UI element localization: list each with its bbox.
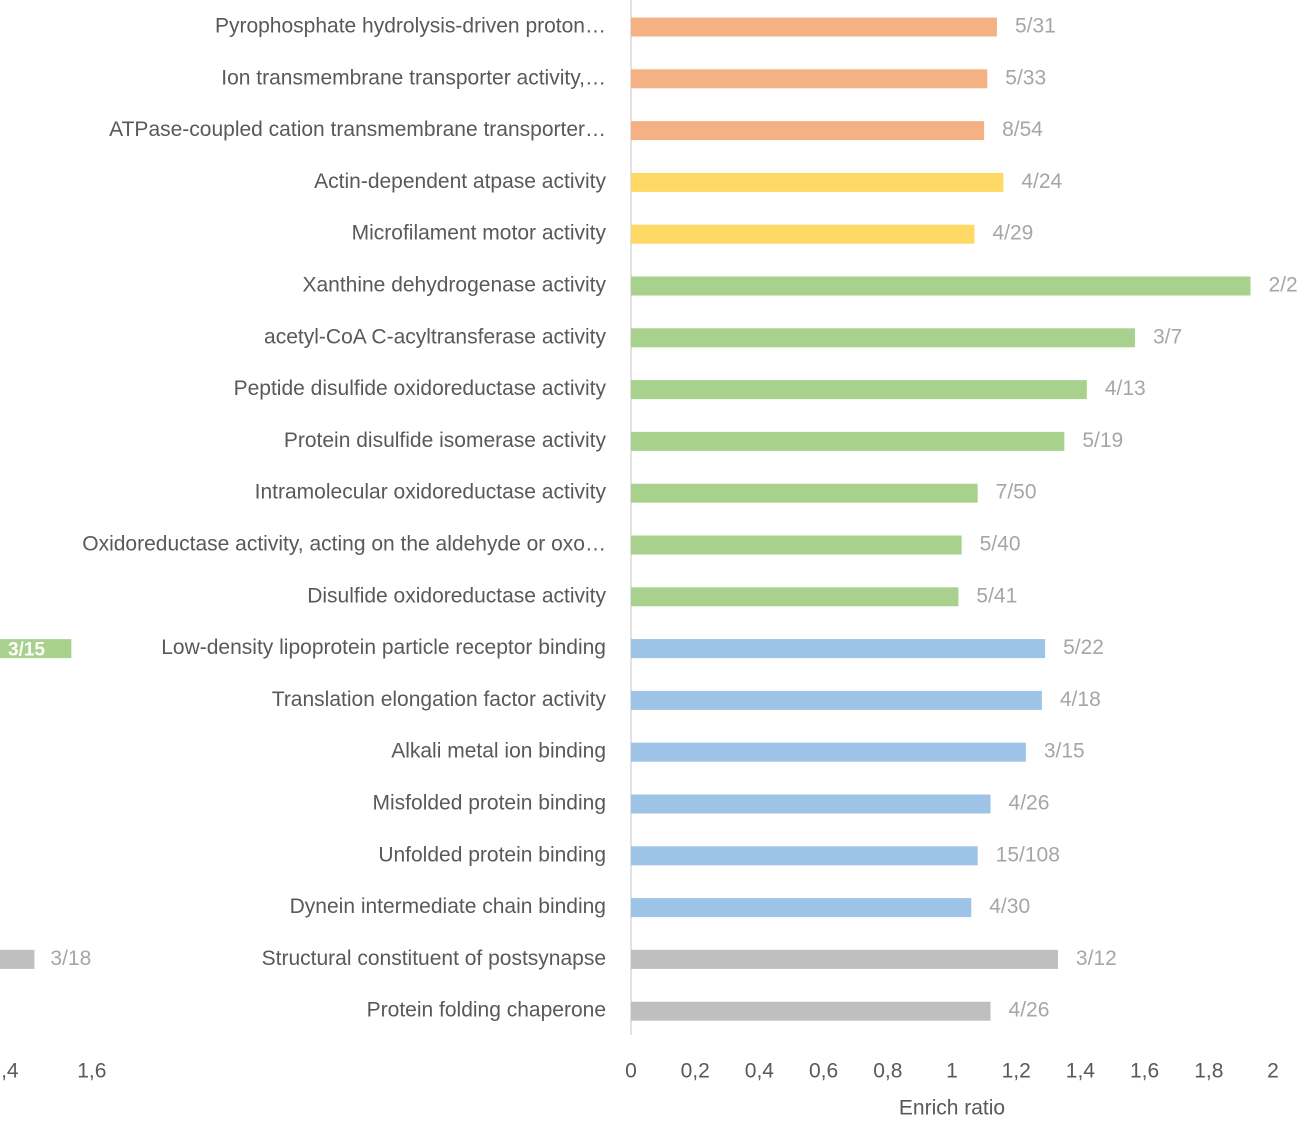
category-label: Unfolded protein binding — [378, 843, 606, 866]
category-label: Pyrophosphate hydrolysis-driven proton… — [215, 15, 606, 38]
value-label: 4/26 — [1009, 999, 1050, 1022]
bar — [631, 949, 1058, 969]
x-tick-label: ,4 — [1, 1060, 19, 1083]
category-label: Actin-dependent atpase activity — [314, 170, 606, 193]
bar — [631, 380, 1087, 400]
value-label: 8/54 — [1002, 118, 1043, 141]
bar — [631, 69, 988, 89]
value-label: 4/29 — [992, 222, 1033, 245]
value-label: 2/2 — [1269, 274, 1298, 297]
category-label: Low-density lipoprotein particle recepto… — [161, 636, 606, 659]
category-label: ATPase-coupled cation transmembrane tran… — [109, 118, 606, 141]
bar — [631, 794, 991, 814]
bar — [631, 898, 972, 918]
category-label: Oxidoreductase activity, acting on the a… — [82, 533, 606, 556]
category-label: Disulfide oxidoreductase activity — [307, 584, 606, 607]
value-label: 4/26 — [1009, 792, 1050, 815]
value-label: 4/18 — [1060, 688, 1101, 711]
x-tick-label: 1,8 — [1194, 1060, 1223, 1083]
value-label: 3/7 — [1153, 325, 1182, 348]
value-label: 5/31 — [1015, 15, 1056, 38]
bar — [631, 1001, 991, 1021]
value-label: 5/19 — [1082, 429, 1123, 452]
bar — [631, 431, 1065, 451]
category-label: Intramolecular oxidoreductase activity — [255, 481, 607, 504]
value-label: 5/33 — [1005, 66, 1046, 89]
x-axis-title: Enrich ratio — [899, 1097, 1005, 1120]
value-label: 3/12 — [1076, 947, 1117, 970]
bar — [0, 949, 35, 969]
category-label: Peptide disulfide oxidoreductase activit… — [234, 377, 607, 400]
x-tick-label: 0,8 — [873, 1060, 902, 1083]
bar — [631, 172, 1004, 192]
x-tick-label: 1,2 — [1002, 1060, 1031, 1083]
value-label: 5/22 — [1063, 636, 1104, 659]
category-label: Protein disulfide isomerase activity — [284, 429, 607, 452]
bar — [631, 483, 978, 503]
bar — [631, 224, 975, 244]
value-label: 4/30 — [989, 895, 1030, 918]
value-label: 5/40 — [980, 533, 1021, 556]
value-label: 3/15 — [8, 640, 45, 661]
bar — [631, 276, 1251, 296]
bar — [631, 121, 985, 141]
x-tick-label: 1,6 — [1130, 1060, 1159, 1083]
category-label: Protein folding chaperone — [367, 999, 606, 1022]
x-tick-label: 1 — [946, 1060, 958, 1083]
value-label: 5/41 — [976, 584, 1017, 607]
x-tick-label: 0 — [625, 1060, 637, 1083]
bar — [631, 639, 1046, 659]
value-label: 3/18 — [50, 947, 91, 970]
bar — [631, 846, 978, 866]
category-label: Misfolded protein binding — [373, 792, 606, 815]
category-label: Dynein intermediate chain binding — [290, 895, 606, 918]
bar — [631, 328, 1135, 348]
x-tick-label: 1,4 — [1066, 1060, 1096, 1083]
category-label: Microfilament motor activity — [352, 222, 607, 245]
category-label: Translation elongation factor activity — [272, 688, 607, 711]
category-label: Xanthine dehydrogenase activity — [302, 274, 606, 297]
bar — [631, 17, 997, 37]
bar — [631, 690, 1042, 710]
x-tick-label: 0,4 — [745, 1060, 775, 1083]
category-label: Structural constituent of postsynapse — [262, 947, 606, 970]
bar — [631, 587, 959, 607]
value-label: 4/24 — [1021, 170, 1062, 193]
bar — [631, 742, 1026, 762]
bar — [631, 535, 962, 555]
x-tick-label: 2 — [1267, 1060, 1279, 1083]
value-label: 15/108 — [996, 843, 1060, 866]
category-label: Ion transmembrane transporter activity,… — [221, 66, 606, 89]
category-label: acetyl-CoA C-acyltransferase activity — [264, 325, 606, 348]
value-label: 4/13 — [1105, 377, 1146, 400]
x-tick-label: 1,6 — [77, 1060, 106, 1083]
value-label: 3/15 — [1044, 740, 1085, 763]
bar — [0, 639, 72, 659]
x-tick-label: 0,2 — [681, 1060, 710, 1083]
category-label: Alkali metal ion binding — [391, 740, 606, 763]
value-label: 7/50 — [996, 481, 1037, 504]
x-tick-label: 0,6 — [809, 1060, 838, 1083]
